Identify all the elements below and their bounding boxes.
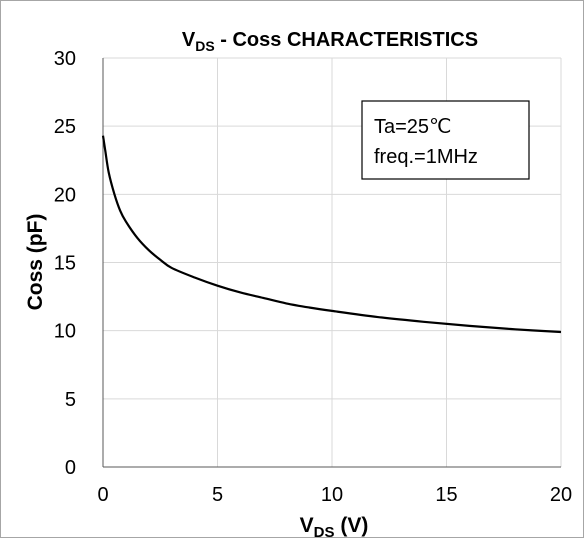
y-tick-labels: 0 5 10 15 20 25 30 (54, 48, 76, 479)
y-tick-label: 10 (54, 321, 76, 343)
x-tick-labels: 0 5 10 15 20 (97, 484, 572, 506)
axes (102, 58, 561, 468)
y-tick-label: 25 (54, 116, 76, 138)
y-tick-label: 30 (54, 48, 76, 70)
coss-curve (101, 135, 562, 334)
y-axis-title: Coss (pF) (24, 214, 47, 311)
x-tick-label: 0 (97, 484, 108, 506)
y-tick-label: 5 (65, 389, 76, 411)
x-tick-label: 15 (435, 484, 457, 506)
x-tick-label: 5 (212, 484, 223, 506)
x-axis-title: VDS (V) (300, 514, 369, 538)
y-tick-label: 20 (54, 184, 76, 206)
annotation-frame (361, 100, 530, 180)
grid (103, 57, 562, 467)
chart-title: VDS - Coss CHARACTERISTICS (182, 29, 478, 54)
x-tick-label: 10 (321, 484, 343, 506)
x-tick-label: 20 (550, 484, 572, 506)
y-tick-label: 0 (65, 457, 76, 479)
annotation-line-2: freq.=1MHz (374, 146, 478, 168)
annotation-line-1: Ta=25℃ (374, 116, 452, 138)
annotation-box: Ta=25℃ freq.=1MHz (361, 100, 530, 180)
series (101, 135, 562, 334)
y-tick-label: 15 (54, 253, 76, 275)
